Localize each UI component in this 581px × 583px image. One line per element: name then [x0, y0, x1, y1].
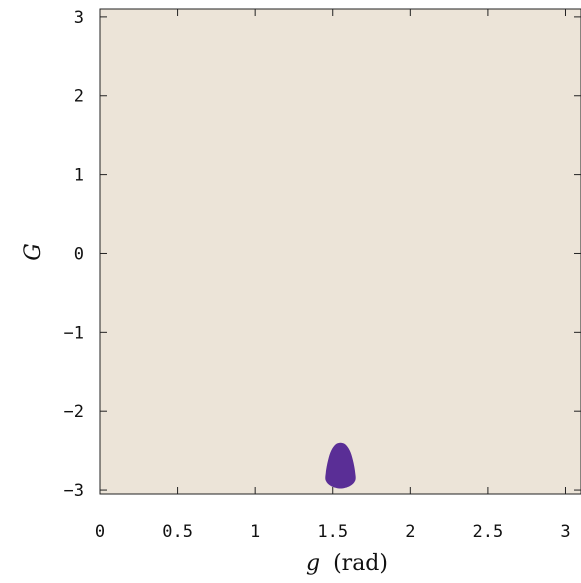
plot-frame [99, 8, 581, 495]
x-axis-label-unit: (rad) [333, 551, 388, 576]
y-tick-label: −3 [64, 481, 84, 501]
y-tick-label: 0 [74, 244, 84, 264]
x-tick-label: 2.5 [473, 522, 504, 542]
x-axis-label-var: g [306, 551, 320, 576]
plot-area [100, 9, 581, 494]
y-axis-label: G [21, 243, 46, 261]
x-tick-label: 2 [405, 522, 415, 542]
x-axis-label: g (rad) [306, 551, 388, 576]
y-tick-label: 1 [74, 166, 84, 186]
x-tick-label: 3 [560, 522, 570, 542]
y-tick-label: −2 [64, 402, 84, 422]
x-axis-ticks: 0 0.5 1 1.5 2 2.5 3 [95, 9, 571, 542]
x-tick-label: 0.5 [162, 522, 193, 542]
region-blob [325, 442, 356, 489]
x-tick-label: 1 [250, 522, 260, 542]
x-tick-label: 0 [95, 522, 105, 542]
y-tick-label: −1 [64, 323, 84, 343]
x-tick-label: 1.5 [317, 522, 348, 542]
y-tick-label: 2 [74, 87, 84, 107]
y-tick-label: 3 [74, 8, 84, 28]
y-axis-ticks: −3 −2 −1 0 1 2 3 [64, 8, 581, 501]
